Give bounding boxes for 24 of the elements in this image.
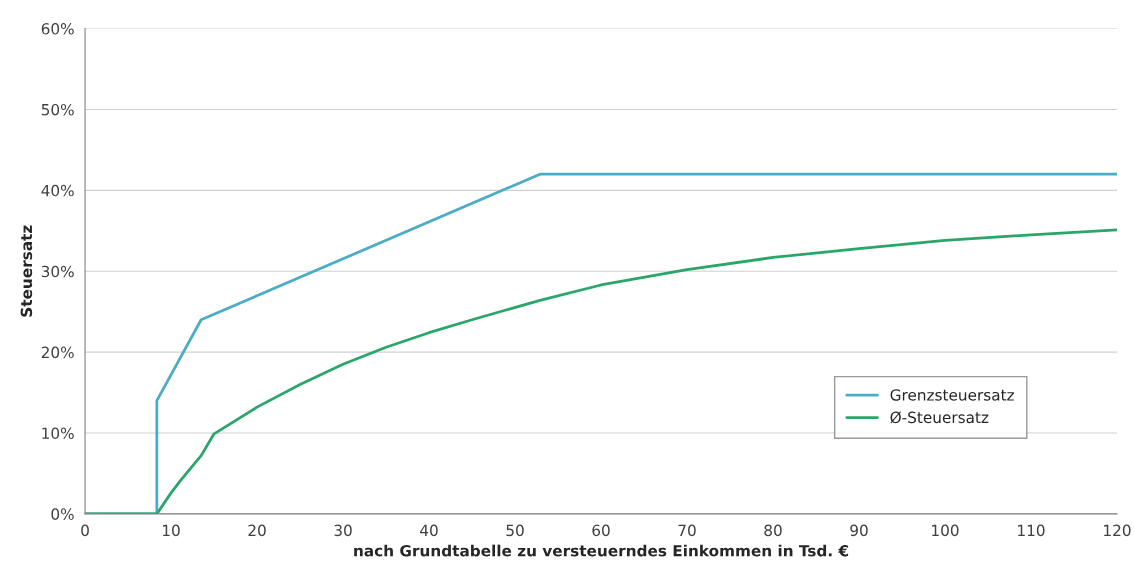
- x-tick-label: 110: [1018, 524, 1045, 537]
- x-tick-label: 10: [163, 524, 180, 537]
- x-tick-label: 50: [506, 524, 524, 537]
- legend-label: Ø-Steuersatz: [890, 411, 989, 424]
- x-tick-label: 0: [81, 524, 89, 537]
- x-tick-label: 120: [1104, 524, 1131, 537]
- x-axis-title: nach Grundtabelle zu versteuerndes Einkommen in Tsd. €: [354, 544, 849, 557]
- y-tick-label: 20%: [41, 346, 74, 359]
- y-axis-title: Steuersatz: [20, 225, 33, 317]
- legend-label: Grenzsteuersatz: [890, 389, 1014, 401]
- x-tick-label: 90: [850, 524, 868, 537]
- x-tick-label: 60: [592, 524, 610, 537]
- x-tick-label: 70: [678, 524, 696, 537]
- x-tick-label: 80: [764, 524, 782, 537]
- x-tick-label: 40: [420, 524, 438, 537]
- x-tick-label: 100: [932, 524, 959, 537]
- y-tick-label: 50%: [41, 103, 74, 116]
- x-tick-label: 30: [334, 524, 352, 537]
- y-tick-label: 0%: [51, 508, 74, 520]
- x-tick-label: 20: [248, 524, 266, 537]
- y-tick-label: 40%: [41, 184, 74, 197]
- y-tick-label: 30%: [41, 265, 74, 278]
- y-tick-label: 10%: [42, 427, 74, 440]
- y-tick-label: 60%: [41, 23, 74, 35]
